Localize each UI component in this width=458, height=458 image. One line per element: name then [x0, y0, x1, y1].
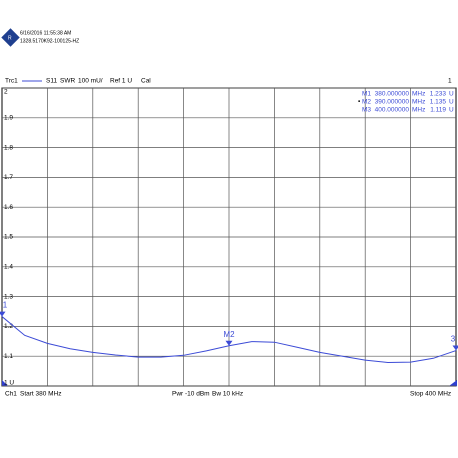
ref-arrow	[449, 380, 457, 386]
trace-cal: Cal	[141, 78, 151, 85]
marker-x: 380.000000	[375, 91, 410, 98]
y-tick-label: 1.7	[4, 174, 13, 181]
marker-plot-label: 3	[451, 335, 456, 344]
bandwidth: Bw 10 kHz	[212, 391, 243, 398]
ref-arrow-left	[2, 380, 8, 386]
marker-name: M2	[362, 99, 371, 106]
power: Pwr -10 dBm	[172, 391, 210, 398]
marker-x-unit: MHz	[412, 91, 425, 98]
marker-x-unit: MHz	[412, 107, 425, 114]
y-tick-label: 1.3	[4, 293, 13, 300]
svg-text:R: R	[8, 35, 12, 41]
marker-y-unit: U	[449, 91, 454, 98]
marker-x: 400.000000	[375, 107, 410, 114]
y-tick-label: 1.4	[4, 264, 13, 271]
y-tick-label: 1.5	[4, 234, 13, 241]
active-marker-dot: •	[358, 99, 361, 106]
window-number: 1	[448, 78, 452, 85]
marker-triangle	[452, 345, 458, 351]
trace-scale: 100 mU/	[78, 78, 103, 85]
y-tick-label: 1.8	[4, 144, 13, 151]
serial: 1328.5170K92-100125-HZ	[20, 38, 79, 44]
y-tick-label: 1.1	[4, 353, 13, 360]
marker-x-unit: MHz	[412, 99, 425, 106]
marker-name: M1	[362, 91, 371, 98]
marker-y: 1.119	[430, 107, 446, 114]
marker-plot-label: 1	[3, 301, 8, 310]
marker-name: M3	[362, 107, 371, 114]
trace-name: Trc1	[5, 78, 18, 85]
marker-x: 390.000000	[375, 99, 410, 106]
marker-triangle	[0, 311, 6, 317]
y-tick-label: 1.6	[4, 204, 13, 211]
marker-triangle	[225, 340, 233, 346]
start: Start 380 MHz	[20, 391, 62, 398]
y-tick-label: 2	[4, 89, 8, 96]
stop: Stop 400 MHz	[410, 391, 451, 398]
marker-plot-label: M2	[223, 330, 235, 339]
y-tick-label: 1 U	[4, 380, 14, 387]
trace-reference: Ref 1 U	[110, 78, 132, 85]
channel: Ch1	[5, 391, 17, 398]
marker-y-unit: U	[449, 99, 454, 106]
marker-y: 1.233	[430, 91, 447, 98]
timestamp: 6/16/2016 11:55:38 AM	[20, 30, 71, 36]
trace-parameter: S11	[46, 78, 57, 85]
y-tick-label: 1.9	[4, 115, 13, 122]
marker-y-unit: U	[449, 107, 454, 114]
y-tick-label: 1.2	[4, 323, 13, 330]
trace-format: SWR	[60, 78, 75, 85]
marker-y: 1.135	[430, 99, 447, 106]
